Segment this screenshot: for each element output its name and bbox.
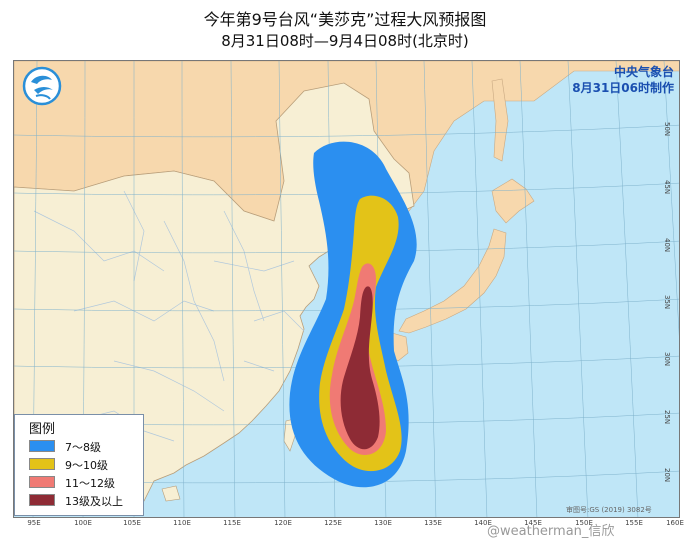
wind-zone-13-plus: [340, 286, 380, 450]
legend-label: 13级及以上: [65, 495, 123, 508]
china-land: [14, 82, 415, 502]
issue-time: 8月31日06时制作: [572, 81, 674, 95]
lon-label: 125E: [324, 519, 342, 527]
lon-label: 160E: [666, 519, 684, 527]
legend-swatch-13-plus: [29, 494, 55, 506]
lat-label: 30N: [663, 352, 671, 367]
lon-label: 135E: [424, 519, 442, 527]
lon-label: 95E: [27, 519, 41, 527]
lon-label: 100E: [74, 519, 92, 527]
sakhalin-island: [491, 78, 509, 162]
hainan-island: [161, 485, 181, 502]
legend-swatch-11-12: [29, 476, 55, 488]
lon-label: 120E: [274, 519, 292, 527]
legend-label: 11～12级: [65, 477, 115, 490]
approval-number: 审图号:GS (2019) 3082号: [566, 506, 652, 514]
lon-label: 115E: [223, 519, 241, 527]
lon-label: 145E: [524, 519, 542, 527]
lat-label: 20N: [663, 468, 671, 483]
map-canvas: [14, 61, 679, 517]
map-legend: 图例 7～8级 9～10级 11～12级 13级及以上: [14, 414, 144, 516]
lat-label: 35N: [663, 295, 671, 310]
issuer-block: 中央气象台 8月31日06时制作: [572, 64, 674, 96]
lon-label: 110E: [173, 519, 191, 527]
lat-label: 25N: [663, 410, 671, 425]
issuer-name: 中央气象台: [613, 65, 674, 79]
map-title: 今年第9号台风“美莎克”过程大风预报图: [203, 10, 487, 29]
watermark: @weatherman_信欣: [487, 524, 615, 539]
lat-label: 45N: [663, 180, 671, 195]
legend-title: 图例: [29, 422, 56, 437]
lat-label: 40N: [663, 238, 671, 253]
lon-label: 105E: [123, 519, 141, 527]
legend-swatch-9-10: [29, 458, 55, 470]
lat-label: 50N: [663, 122, 671, 137]
lon-label: 150E: [575, 519, 593, 527]
japan-hokkaido: [491, 178, 535, 224]
legend-swatch-7-8: [29, 440, 55, 452]
map-subtitle: 8月31日08时—9月4日08时(北京时): [221, 32, 469, 50]
japan-honshu: [398, 228, 507, 334]
legend-label: 9～10级: [65, 459, 108, 472]
lon-label: 130E: [374, 519, 392, 527]
legend-label: 7～8级: [65, 441, 101, 454]
lon-label: 140E: [474, 519, 492, 527]
cma-logo-icon: [22, 66, 62, 106]
province-borders: [33, 160, 355, 442]
lon-label: 155E: [625, 519, 643, 527]
